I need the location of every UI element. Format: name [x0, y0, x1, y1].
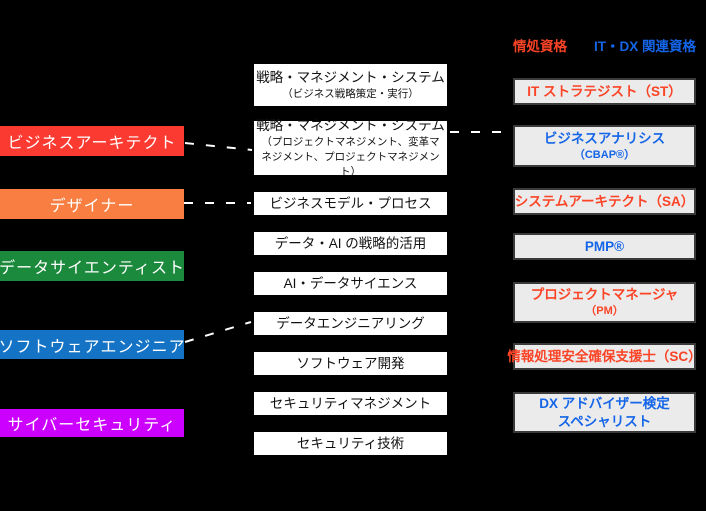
skill-title: AI・データサイエンス: [283, 276, 418, 291]
role-box-cyber-security: サイバーセキュリティ: [0, 409, 184, 437]
cert-label: PMP®: [584, 238, 625, 254]
skill-box-data-ai-strategic-use: データ・AI の戦略的活用: [252, 230, 449, 257]
cert-box-business-analysis-cbap: ビジネスアナリシス （CBAP®）: [513, 125, 696, 167]
cert-label: システムアーキテクト（SA）: [514, 193, 695, 209]
cert-label: DX アドバイザー検定: [539, 395, 670, 411]
cert-label-line2: スペシャリスト: [557, 413, 652, 429]
skill-title: 戦略・マネジメント・システム: [256, 70, 445, 85]
role-box-designer: デザイナー: [0, 189, 184, 219]
skill-box-data-engineering: データエンジニアリング: [252, 310, 449, 337]
cert-box-project-manager: プロジェクトマネージャ （PM）: [513, 282, 696, 323]
skill-box-ai-data-science: AI・データサイエンス: [252, 270, 449, 297]
cert-box-system-architect: システムアーキテクト（SA）: [513, 188, 696, 215]
header-it-dx-related-label: IT・DX 関連資格: [593, 39, 696, 54]
role-label: ビジネスアーキテクト: [7, 135, 177, 152]
role-label: データサイエンティスト: [0, 260, 185, 277]
role-label: サイバーセキュリティ: [7, 417, 177, 434]
role-box-software-engineer: ソフトウェアエンジニア: [0, 330, 186, 359]
skill-title: ソフトウェア開発: [296, 356, 405, 371]
skill-title: セキュリティ技術: [296, 436, 405, 451]
cert-box-pmp: PMP®: [513, 233, 696, 260]
skill-title: ビジネスモデル・プロセス: [269, 196, 432, 211]
skill-title: 戦略・マネジメント・システム: [256, 118, 445, 133]
certification-column-header: 情処資格 IT・DX 関連資格: [513, 36, 696, 54]
cert-label: 情報処理安全確保支援士（SC）: [507, 348, 702, 364]
cert-box-it-strategist: IT ストラテジスト（ST）: [513, 78, 696, 105]
skill-box-strategy-project: 戦略・マネジメント・システム （プロジェクトマネジメント、変革マネジメント、プロ…: [252, 118, 449, 178]
role-box-business-architect: ビジネスアーキテクト: [0, 126, 184, 156]
skill-title: セキュリティマネジメント: [269, 396, 432, 411]
skill-subtitle: （ビジネス戦略策定・実行）: [282, 88, 419, 100]
skill-title: データエンジニアリング: [276, 316, 425, 331]
skill-subtitle: （プロジェクトマネジメント、変革マネジメント、プロジェクトマネジメント）: [261, 136, 440, 178]
skill-box-software-development: ソフトウェア開発: [252, 350, 449, 377]
role-box-data-scientist: データサイエンティスト: [0, 251, 184, 281]
skill-box-security-technology: セキュリティ技術: [252, 430, 449, 457]
cert-sublabel: （CBAP®）: [573, 148, 636, 161]
skill-box-strategy-business: 戦略・マネジメント・システム （ビジネス戦略策定・実行）: [252, 62, 449, 108]
cert-label: プロジェクトマネージャ: [530, 287, 679, 302]
connector-business-architect-to-strategy: [184, 142, 253, 151]
role-label: デザイナー: [49, 198, 135, 215]
cert-label: IT ストラテジスト（ST）: [527, 83, 682, 99]
connector-software-engineer-to-data-engineering: [184, 321, 252, 343]
role-label: ソフトウェアエンジニア: [0, 338, 186, 356]
header-johsho-shikaku-label: 情処資格: [513, 39, 567, 54]
cert-sublabel: （PM）: [585, 305, 624, 317]
skill-title: データ・AI の戦略的活用: [274, 236, 427, 251]
cert-box-registered-security-specialist: 情報処理安全確保支援士（SC）: [507, 343, 702, 370]
skill-box-security-management: セキュリティマネジメント: [252, 390, 449, 417]
cert-box-dx-advisor-specialist: DX アドバイザー検定 スペシャリスト: [513, 392, 696, 433]
cert-label: ビジネスアナリシス: [543, 130, 666, 146]
skill-box-business-model-process: ビジネスモデル・プロセス: [252, 190, 449, 217]
